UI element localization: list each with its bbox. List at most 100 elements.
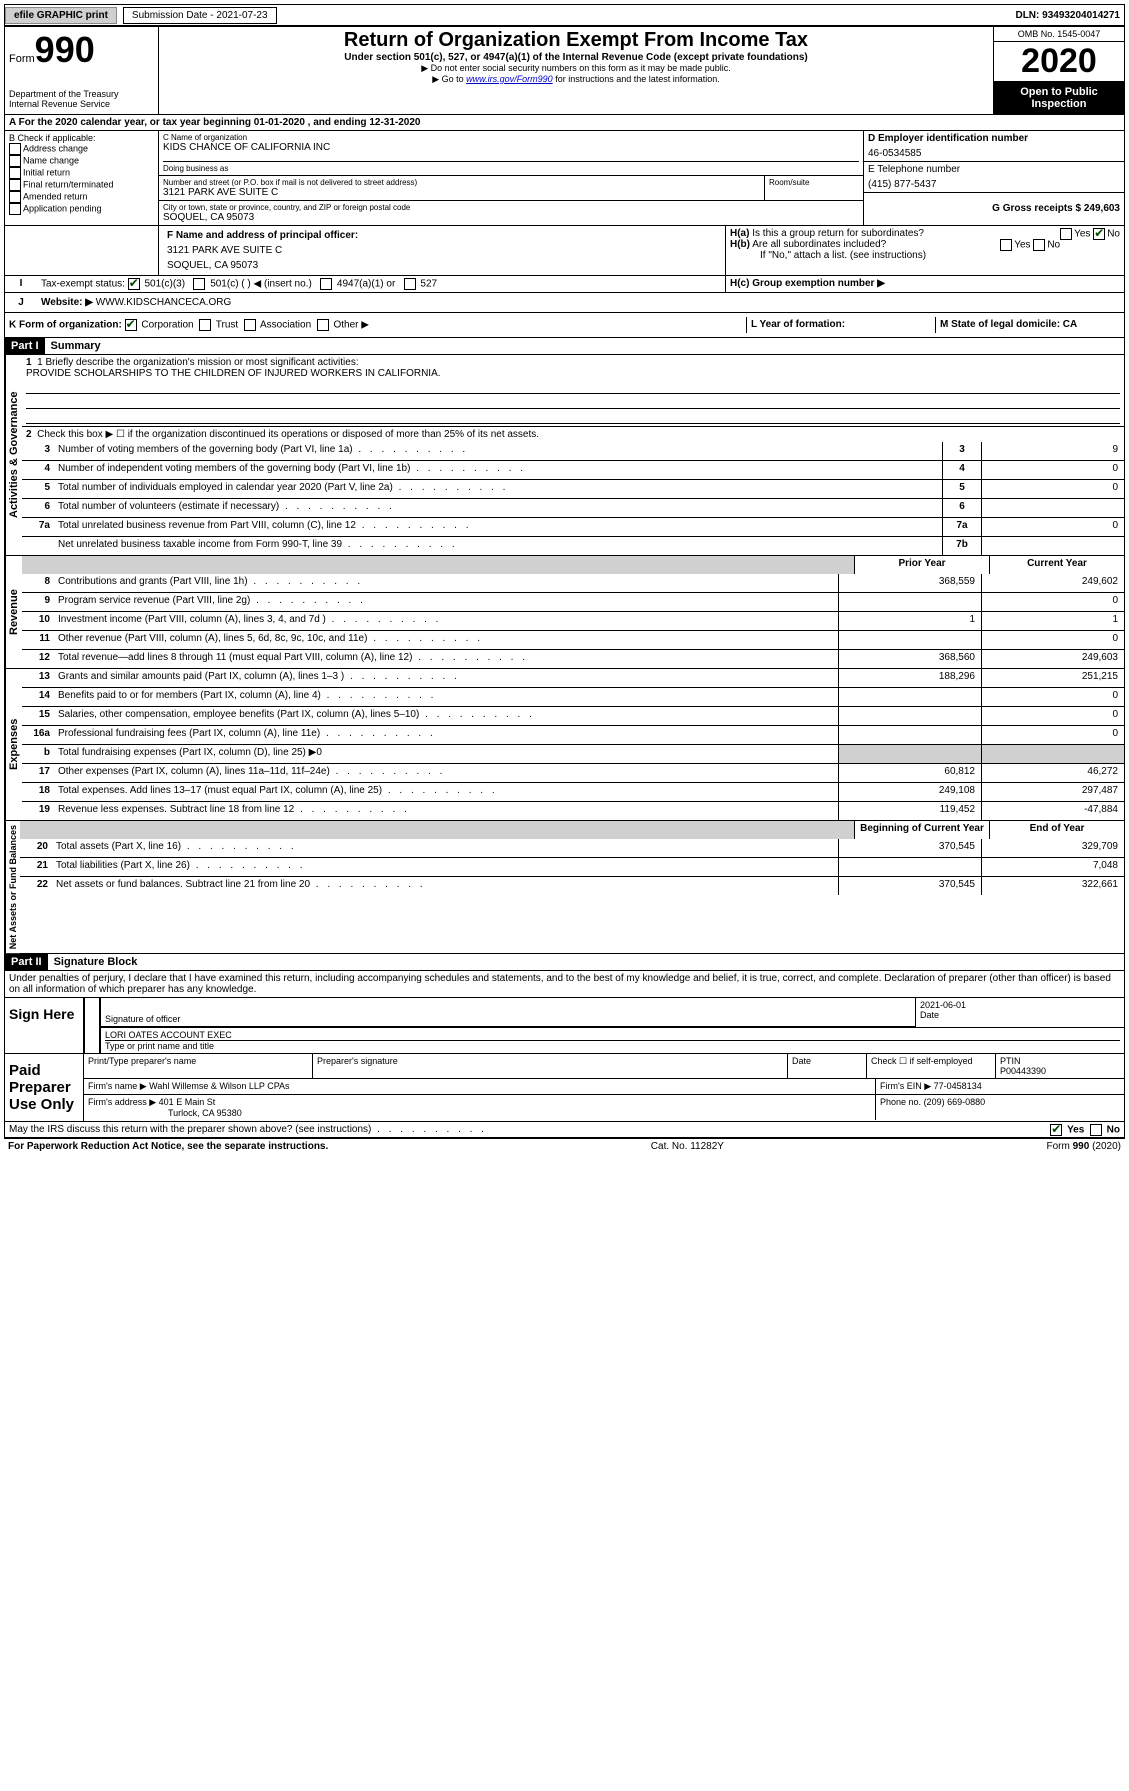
part2-header: Part II Signature Block xyxy=(5,954,1124,971)
row-i: I Tax-exempt status: 501(c)(3) 501(c) ( … xyxy=(5,276,1124,293)
ptin: P00443390 xyxy=(1000,1066,1046,1076)
tax-status-label: Tax-exempt status: xyxy=(41,279,125,290)
addr-cell: Number and street (or P.O. box if mail i… xyxy=(159,176,764,200)
paid-label: Paid Preparer Use Only xyxy=(5,1054,83,1121)
ein-label: D Employer identification number xyxy=(868,133,1028,144)
row-k: K Form of organization: Corporation Trus… xyxy=(5,313,1124,338)
hb-note: If "No," attach a list. (see instruction… xyxy=(730,250,1120,261)
dept-treasury: Department of the Treasury xyxy=(9,89,154,99)
firm-phone: (209) 669-0880 xyxy=(924,1097,986,1107)
gross-receipts: G Gross receipts $ 249,603 xyxy=(864,193,1124,216)
name-label: C Name of organization xyxy=(163,133,859,142)
f-label: F Name and address of principal officer: xyxy=(167,230,358,241)
firm-addr2: Turlock, CA 95380 xyxy=(88,1108,242,1118)
col-b: B Check if applicable: Address change Na… xyxy=(5,131,159,225)
col-c: C Name of organization KIDS CHANCE OF CA… xyxy=(159,131,863,225)
check-final: Final return/terminated xyxy=(9,179,154,191)
mission-text: PROVIDE SCHOLARSHIPS TO THE CHILDREN OF … xyxy=(26,368,1120,379)
check-namechange: Name change xyxy=(9,155,154,167)
sign-here-section: Sign Here Signature of officer 2021-06-0… xyxy=(5,998,1124,1054)
col-d: D Employer identification number 46-0534… xyxy=(863,131,1124,225)
m-label: M State of legal domicile: CA xyxy=(940,319,1077,330)
col-prior: Prior Year xyxy=(854,556,989,574)
addr-label: Number and street (or P.O. box if mail i… xyxy=(163,178,760,187)
form-container: Form990 Department of the Treasury Inter… xyxy=(4,26,1125,1139)
check-501c3[interactable] xyxy=(128,278,140,290)
prep-sig-label: Preparer's signature xyxy=(312,1054,787,1078)
city-state-zip: SOQUEL, CA 95073 xyxy=(163,212,859,223)
org-name: KIDS CHANCE OF CALIFORNIA INC xyxy=(163,142,859,153)
officer-name: LORI OATES ACCOUNT EXEC xyxy=(105,1030,1120,1041)
officer-addr1: 3121 PARK AVE SUITE C xyxy=(163,243,721,258)
efile-button[interactable]: efile GRAPHIC print xyxy=(5,7,117,24)
street-address: 3121 PARK AVE SUITE C xyxy=(163,187,760,198)
check-self-emp: Check ☐ if self-employed xyxy=(866,1054,995,1078)
firm-name: Wahl Willemse & Wilson LLP CPAs xyxy=(149,1081,289,1091)
paid-preparer-section: Paid Preparer Use Only Print/Type prepar… xyxy=(5,1054,1124,1122)
form-note2: ▶ Go to www.irs.gov/Form990 for instruct… xyxy=(163,74,989,85)
form-header: Form990 Department of the Treasury Inter… xyxy=(5,27,1124,115)
form-subtitle: Under section 501(c), 527, or 4947(a)(1)… xyxy=(163,52,989,63)
col-beg: Beginning of Current Year xyxy=(854,821,989,839)
check-address: Address change xyxy=(9,143,154,155)
check-application: Application pending xyxy=(9,203,154,215)
type-name-label: Type or print name and title xyxy=(105,1041,1120,1051)
header-right: OMB No. 1545-0047 2020 Open to Public In… xyxy=(993,27,1124,114)
declaration: Under penalties of perjury, I declare th… xyxy=(5,971,1124,998)
sign-here-label: Sign Here xyxy=(5,998,83,1053)
l2-text: Check this box ▶ ☐ if the organization d… xyxy=(37,429,539,440)
city-cell: City or town, state or province, country… xyxy=(159,201,863,225)
col-b-label: B Check if applicable: xyxy=(9,133,154,143)
phone-label: E Telephone number xyxy=(868,164,1120,175)
l-label: L Year of formation: xyxy=(751,319,845,330)
row-a: A For the 2020 calendar year, or tax yea… xyxy=(5,115,1124,131)
col-end: End of Year xyxy=(989,821,1124,839)
irs-link[interactable]: www.irs.gov/Form990 xyxy=(466,74,553,84)
form-ref: Form 990 (2020) xyxy=(1047,1141,1121,1152)
row-j: J Website: ▶ WWW.KIDSCHANCECA.ORG xyxy=(5,293,1124,313)
sig-officer-label: Signature of officer xyxy=(105,1014,911,1024)
phone-cell: E Telephone number (415) 877-5437 xyxy=(864,162,1124,193)
vtext-rev: Revenue xyxy=(5,556,22,668)
part1-header: Part I Summary xyxy=(5,338,1124,355)
l1-label: 1 Briefly describe the organization's mi… xyxy=(37,357,359,368)
vtext-ag: Activities & Governance xyxy=(5,355,22,555)
section-na: Net Assets or Fund Balances Beginning of… xyxy=(5,821,1124,954)
room-cell: Room/suite xyxy=(764,176,863,200)
pra-notice: For Paperwork Reduction Act Notice, see … xyxy=(8,1141,328,1152)
form-label: Form xyxy=(9,53,35,65)
cat-no: Cat. No. 11282Y xyxy=(651,1141,724,1152)
city-label: City or town, state or province, country… xyxy=(163,203,859,212)
form-number: 990 xyxy=(35,29,95,70)
submission-date: Submission Date - 2021-07-23 xyxy=(123,7,277,24)
row-fh: F Name and address of principal officer:… xyxy=(5,226,1124,276)
firm-addr1: 401 E Main St xyxy=(159,1097,216,1107)
hb-row: H(b) Are all subordinates included? Yes … xyxy=(730,239,1120,250)
open-public: Open to Public Inspection xyxy=(994,82,1124,114)
section-rev: Revenue Prior Year Current Year 8Contrib… xyxy=(5,556,1124,669)
dln: DLN: 93493204014271 xyxy=(1015,10,1124,21)
phone: (415) 877-5437 xyxy=(868,179,1120,190)
ein-cell: D Employer identification number 46-0534… xyxy=(864,131,1124,162)
section-bcd: B Check if applicable: Address change Na… xyxy=(5,131,1124,226)
website: WWW.KIDSCHANCECA.ORG xyxy=(96,297,232,308)
section-exp: Expenses 13Grants and similar amounts pa… xyxy=(5,669,1124,821)
ha-row: H(a) Is this a group return for subordin… xyxy=(730,228,1120,239)
check-initial: Initial return xyxy=(9,167,154,179)
officer-addr2: SOQUEL, CA 95073 xyxy=(163,258,721,273)
prep-name-label: Print/Type preparer's name xyxy=(84,1054,312,1078)
sig-date-label: Date xyxy=(920,1010,1120,1020)
vtext-na: Net Assets or Fund Balances xyxy=(5,821,20,953)
ein: 46-0534585 xyxy=(868,148,1120,159)
prep-date-label: Date xyxy=(787,1054,866,1078)
top-bar: efile GRAPHIC print Submission Date - 20… xyxy=(4,4,1125,26)
omb-number: OMB No. 1545-0047 xyxy=(994,27,1124,42)
col-curr: Current Year xyxy=(989,556,1124,574)
firm-ein: 77-0458134 xyxy=(934,1081,982,1091)
form-note1: ▶ Do not enter social security numbers o… xyxy=(163,63,989,74)
bottom-row: For Paperwork Reduction Act Notice, see … xyxy=(4,1139,1125,1154)
check-amended: Amended return xyxy=(9,191,154,203)
header-left: Form990 Department of the Treasury Inter… xyxy=(5,27,159,114)
dba-label: Doing business as xyxy=(163,161,859,173)
discuss-row: May the IRS discuss this return with the… xyxy=(5,1122,1124,1138)
